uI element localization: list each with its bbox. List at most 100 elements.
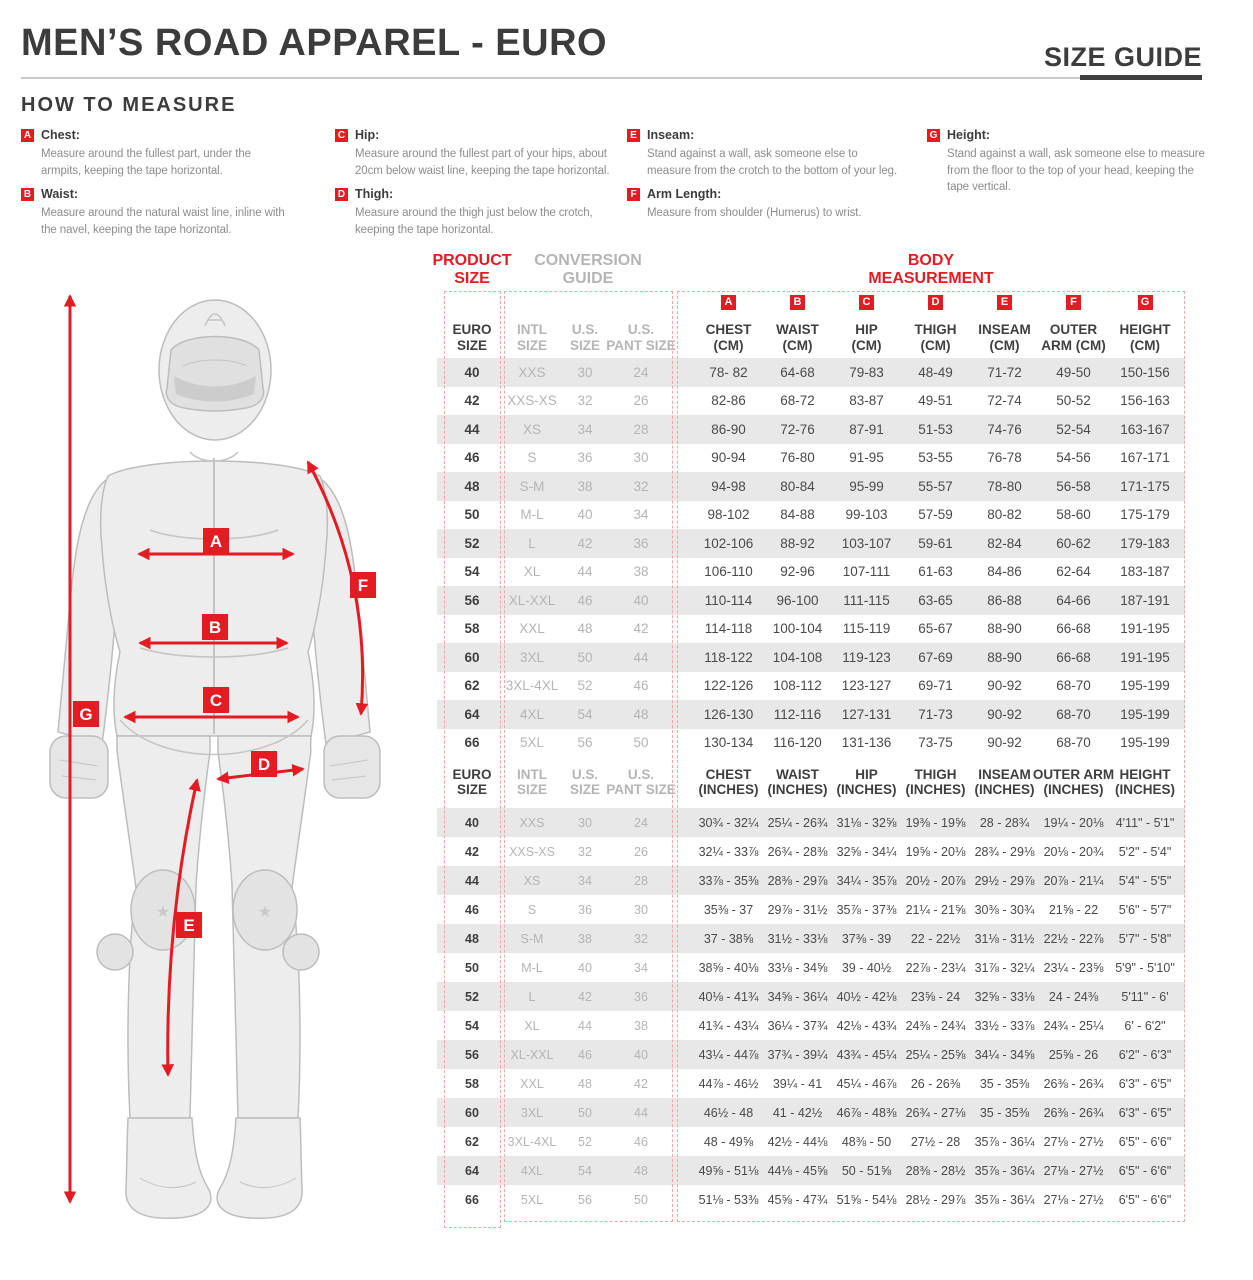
- table-cell: 195-199: [1120, 678, 1170, 694]
- table-cell: 26 - 26⅜: [910, 1076, 961, 1091]
- table-cell: 103-107: [841, 535, 892, 551]
- measure-label: Arm Length:: [647, 187, 722, 201]
- table-cell: 32: [578, 844, 592, 859]
- table-cell: S: [527, 450, 537, 466]
- size-table: PRODUCT SIZE CONVERSION GUIDE BODY MEASU…: [432, 252, 1185, 1252]
- table-cell: 26⅜ - 26¾: [1043, 1105, 1104, 1120]
- table-cell: 21⅝ - 22: [1048, 902, 1099, 917]
- measure-item-thigh: D Thigh: Measure around the thigh just b…: [335, 187, 627, 238]
- right-knee-pad: [232, 869, 298, 951]
- table-cell: 46: [464, 450, 480, 466]
- letter-badge-e: E: [627, 129, 640, 142]
- table-cell: 35⅞ - 36¼: [974, 1192, 1035, 1207]
- inches-header-row: EURO SIZE INTL SIZE U.S. SIZE U.S. PANT …: [437, 757, 1185, 807]
- table-cell: 80-84: [780, 478, 815, 494]
- table-cell: 3XL: [520, 1105, 544, 1120]
- table-cell: 54: [464, 564, 480, 580]
- table-cell: 6'3" - 6'5": [1118, 1105, 1172, 1120]
- table-row: 64 4XL 54 48 126-130 112-116 127-131 71-73 90-92…: [437, 700, 1185, 729]
- table-cell: 106-110: [704, 564, 753, 580]
- table-cell: 28 - 28¾: [979, 815, 1030, 830]
- table-row: 62 3XL-4XL 52 46 48 - 49⅝ 42½ - 44⅛ 48⅜ - 50 27…: [437, 1127, 1185, 1156]
- table-cell: 84-86: [987, 564, 1022, 580]
- table-row: 62 3XL-4XL 52 46 122-126 108-112 123-127 69-71 9…: [437, 672, 1185, 701]
- table-cell: XXS-XS: [509, 844, 555, 859]
- table-cell: 44: [578, 1018, 592, 1033]
- table-cell: 59-61: [918, 535, 953, 551]
- table-cell: 29½ - 29⅞: [974, 873, 1035, 888]
- table-cell: 62-64: [1056, 564, 1091, 580]
- table-cell: 78- 82: [709, 364, 748, 380]
- table-cell: 183-187: [1120, 564, 1170, 580]
- col-header-us-pant-size: U.S. PANT SIZE: [606, 766, 676, 798]
- svg-text:E: E: [183, 916, 194, 935]
- table-cell: 67-69: [918, 649, 953, 665]
- table-cell: 42: [634, 1076, 648, 1091]
- table-cell: 28⅜ - 28½: [905, 1163, 966, 1178]
- figure-badge-a: A: [203, 528, 229, 554]
- measure-description: Measure around the fullest part, under t…: [41, 148, 251, 177]
- measure-label: Waist:: [41, 187, 79, 201]
- table-row: 48 S-M 38 32 94-98 80-84 95-99 55-57 78-80 56-58 1…: [437, 472, 1185, 501]
- table-cell: 90-92: [987, 706, 1022, 722]
- table-cell: 43¾ - 45¼: [836, 1047, 897, 1062]
- table-cell: 25¼ - 25⅝: [905, 1047, 966, 1062]
- table-cell: 38: [634, 1018, 648, 1033]
- measure-item-arm-length: F Arm Length: Measure from shoulder (Hum…: [627, 187, 927, 222]
- table-cell: 28: [633, 421, 649, 437]
- table-cell: 23¼ - 23⅝: [1043, 960, 1104, 975]
- table-cell: 42⅛ - 43¾: [836, 1018, 897, 1033]
- col-header-height-inches: HEIGHT (INCHES): [1115, 766, 1175, 798]
- left-knee-slider: [96, 933, 134, 971]
- table-cell: 56: [464, 592, 480, 608]
- table-row: 54 XL 44 38 106-110 92-96 107-111 61-63 84-86 62-…: [437, 558, 1185, 587]
- table-cell: 52: [465, 989, 479, 1004]
- table-cell: 28¾ - 29⅛: [974, 844, 1035, 859]
- col-header-euro-size: EURO SIZE: [452, 766, 492, 798]
- svg-text:★: ★: [258, 902, 272, 921]
- table-cell: 53-55: [918, 450, 953, 466]
- table-cell: 34¼ - 34⅝: [974, 1047, 1035, 1062]
- body-measurement-box: [677, 291, 1185, 1222]
- col-header-hip-cm: HIP (CM): [851, 322, 882, 353]
- table-cell: 76-80: [780, 450, 815, 466]
- measurement-letter-badges: A B C D E F G: [437, 295, 1185, 311]
- figure-badge-b: B: [202, 614, 228, 640]
- table-cell: 24¾ - 25¼: [1043, 1018, 1104, 1033]
- table-cell: 96-100: [776, 592, 819, 608]
- table-cell: 65-67: [918, 621, 953, 637]
- table-cell: 32: [634, 931, 648, 946]
- table-cell: 36: [634, 989, 648, 1004]
- table-cell: 91-95: [849, 450, 884, 466]
- table-cell: 74-76: [987, 421, 1022, 437]
- table-cell: 29⅞ - 31½: [767, 902, 828, 917]
- table-cell: 32⅝ - 33⅛: [974, 989, 1035, 1004]
- table-cell: 50: [633, 735, 649, 751]
- col-header-outer-arm-cm: OUTER ARM (CM): [1041, 322, 1106, 353]
- table-cell: 60-62: [1056, 535, 1091, 551]
- table-cell: 42: [633, 621, 649, 637]
- table-cell: 49-51: [918, 393, 953, 409]
- table-row: 50 M-L 40 34 98-102 84-88 99-103 57-59 80-82 58-6…: [437, 501, 1185, 530]
- table-cell: 54: [578, 1163, 592, 1178]
- figure-badge-d: D: [251, 751, 277, 777]
- table-cell: 163-167: [1120, 421, 1170, 437]
- table-cell: 118-122: [704, 649, 753, 665]
- table-row: 54 XL 44 38 41¾ - 43¼ 36¼ - 37¾ 42⅛ - 43¾ 24⅜ -…: [437, 1011, 1185, 1040]
- table-cell: 80-82: [987, 507, 1022, 523]
- table-cell: 37¾ - 39¼: [767, 1047, 828, 1062]
- table-cell: 66: [464, 735, 480, 751]
- letter-badge-f: F: [627, 188, 640, 201]
- table-cell: 23⅝ - 24: [910, 989, 961, 1004]
- table-cell: 4XL: [520, 1163, 544, 1178]
- table-cell: 68-70: [1056, 706, 1091, 722]
- table-row: 56 XL-XXL 46 40 43¼ - 44⅞ 37¾ - 39¼ 43¾ - 45¼ 2…: [437, 1040, 1185, 1069]
- figure-badge-e: E: [176, 912, 202, 938]
- table-cell: 56: [577, 735, 593, 751]
- table-cell: 50: [578, 1105, 592, 1120]
- table-cell: M-L: [521, 960, 543, 975]
- col-header-height-cm: HEIGHT (CM): [1119, 322, 1171, 353]
- table-cell: 72-74: [987, 393, 1022, 409]
- table-cell: 54: [465, 1018, 479, 1033]
- table-cell: S-M: [519, 478, 545, 494]
